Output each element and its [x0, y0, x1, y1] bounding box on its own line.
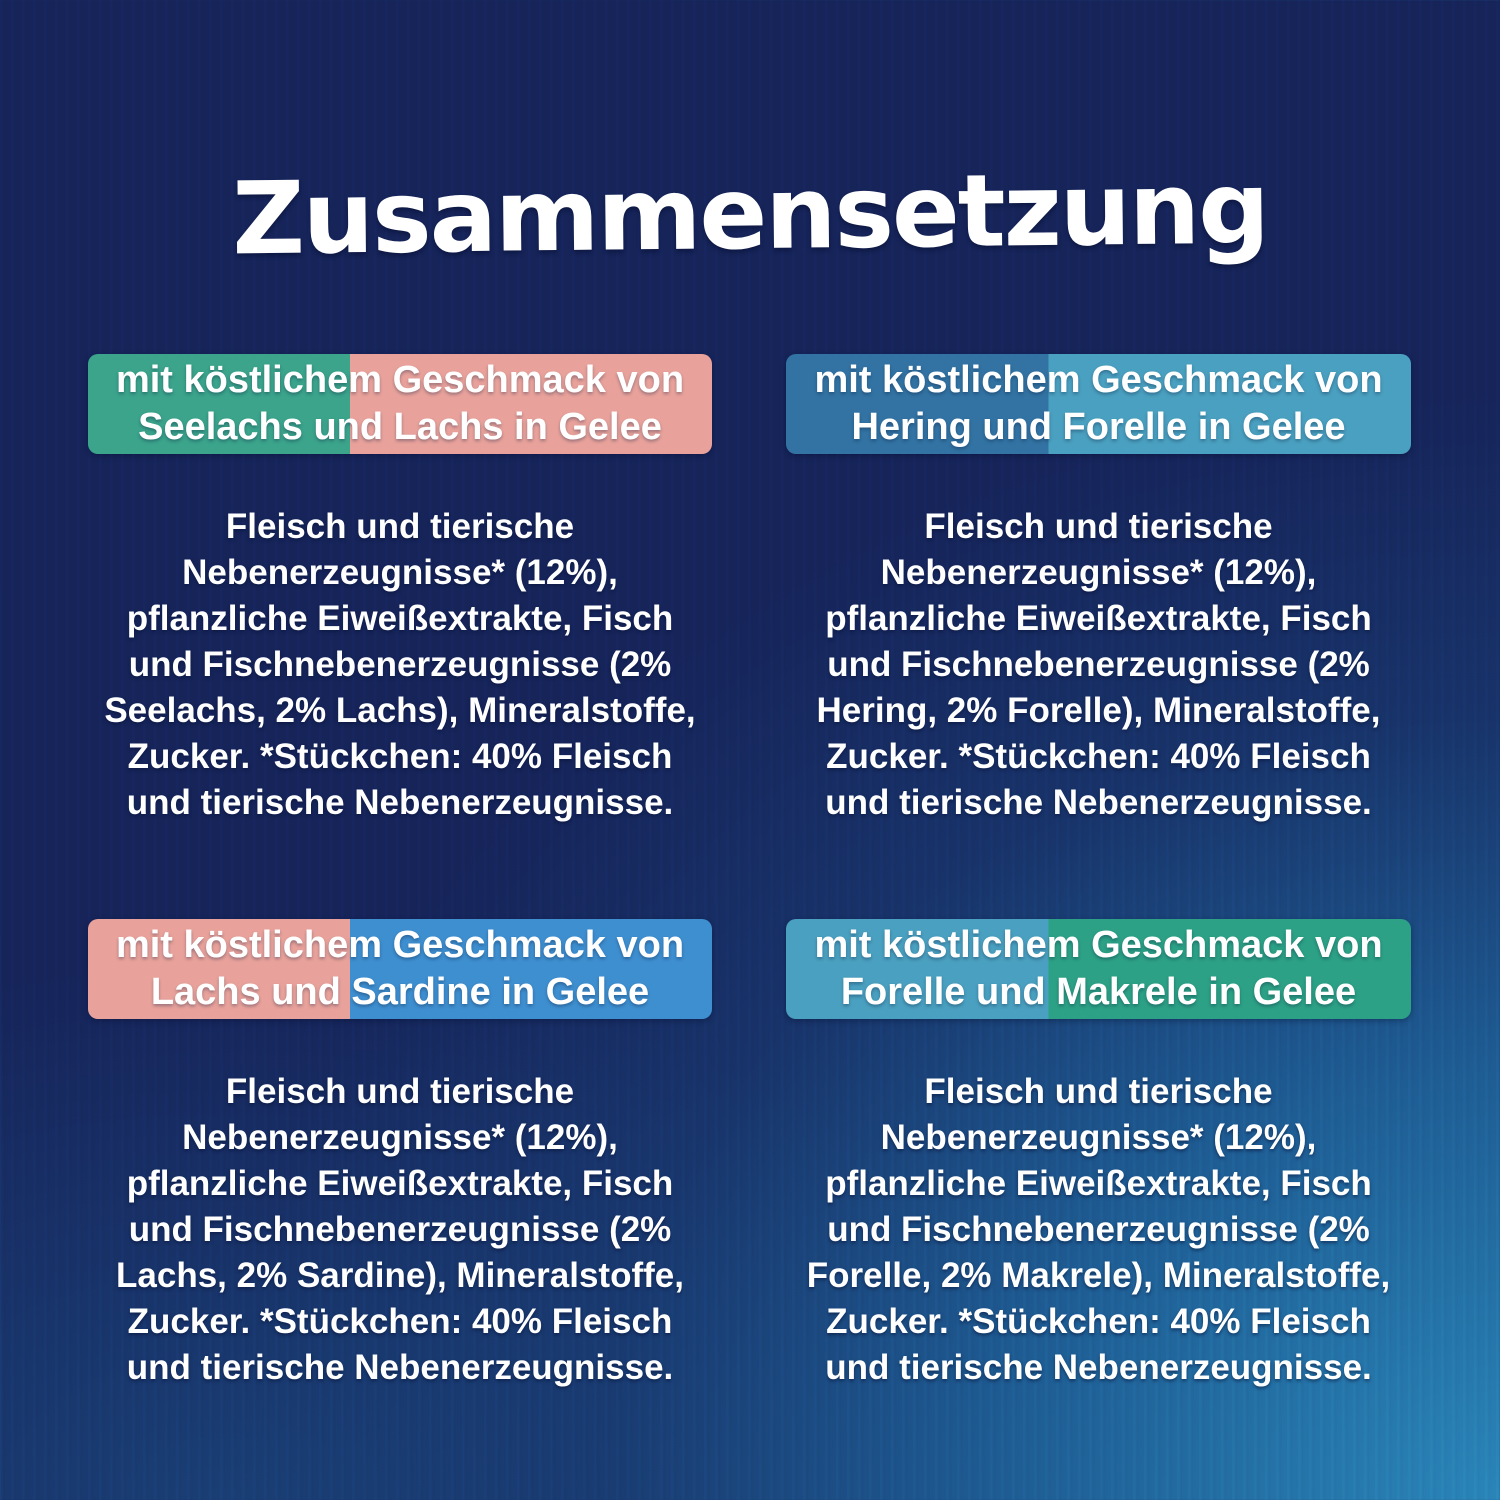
ingredients-line: und Fischnebenerzeugnisse (2%: [128, 645, 672, 684]
flavor-banner: mit köstlichem Geschmack von Forelle und…: [786, 919, 1411, 1019]
ingredients-line: pflanzliche Eiweißextrakte, Fisch: [126, 1164, 674, 1203]
ingredients-line: und tierische Nebenerzeugnisse.: [126, 783, 674, 822]
ingredients-line: Nebenerzeugnisse* (12%),: [182, 1118, 618, 1157]
ingredients-line: pflanzliche Eiweißextrakte, Fisch: [825, 1164, 1372, 1203]
ingredients-line: und tierische Nebenerzeugnisse.: [825, 1348, 1372, 1387]
composition-card-forelle-makrele: mit köstlichem Geschmack von Forelle und…: [786, 919, 1411, 1391]
flavor-banner-line2: Forelle und Makrele in Gelee: [840, 971, 1357, 1013]
ingredients-text: Fleisch und tierische Nebenerzeugnisse* …: [88, 1069, 712, 1391]
ingredients-line: Fleisch und tierische: [924, 1072, 1273, 1111]
flavor-banner-line1: mit köstlichem Geschmack von: [115, 924, 685, 966]
ingredients-line: und tierische Nebenerzeugnisse.: [126, 1348, 674, 1387]
flavor-banner: mit köstlichem Geschmack von Hering und …: [786, 354, 1411, 454]
page-title: Zusammensetzung: [231, 149, 1269, 278]
ingredients-line: Zucker. *Stückchen: 40% Fleisch: [826, 1302, 1371, 1341]
ingredients-line: Forelle, 2% Makrele), Mineralstoffe,: [806, 1256, 1391, 1295]
ingredients-line: und Fischnebenerzeugnisse (2%: [827, 645, 1370, 684]
ingredients-text: Fleisch und tierische Nebenerzeugnisse* …: [88, 504, 712, 826]
ingredients-text: Fleisch und tierische Nebenerzeugnisse* …: [786, 1069, 1411, 1391]
ingredients-line: Zucker. *Stückchen: 40% Fleisch: [826, 737, 1371, 776]
ingredients-line: Fleisch und tierische: [225, 1072, 575, 1111]
composition-card-lachs-sardine: mit köstlichem Geschmack von Lachs und S…: [88, 919, 712, 1391]
ingredients-line: und Fischnebenerzeugnisse (2%: [827, 1210, 1370, 1249]
composition-card-seelachs-lachs: mit köstlichem Geschmack von Seelachs un…: [88, 354, 712, 826]
ingredients-line: Nebenerzeugnisse* (12%),: [880, 1118, 1317, 1157]
ingredients-line: Fleisch und tierische: [924, 507, 1273, 546]
flavor-banner-line2: Hering und Forelle in Gelee: [851, 406, 1346, 448]
ingredients-line: Nebenerzeugnisse* (12%),: [880, 553, 1317, 592]
ingredients-line: Hering, 2% Forelle), Mineralstoffe,: [816, 691, 1381, 730]
flavor-banner-line2: Seelachs und Lachs in Gelee: [138, 406, 662, 448]
ingredients-text: Fleisch und tierische Nebenerzeugnisse* …: [786, 504, 1411, 826]
flavor-banner-line1: mit köstlichem Geschmack von: [814, 924, 1383, 966]
ingredients-line: pflanzliche Eiweißextrakte, Fisch: [126, 599, 674, 638]
ingredients-line: Lachs, 2% Sardine), Mineralstoffe,: [116, 1256, 684, 1295]
ingredients-line: Nebenerzeugnisse* (12%),: [182, 553, 618, 592]
ingredients-line: Fleisch und tierische: [225, 507, 575, 546]
ingredients-line: und tierische Nebenerzeugnisse.: [825, 783, 1372, 822]
composition-card-hering-forelle: mit köstlichem Geschmack von Hering und …: [786, 354, 1411, 826]
ingredients-line: Zucker. *Stückchen: 40% Fleisch: [127, 737, 673, 776]
flavor-banner-line1: mit köstlichem Geschmack von: [115, 359, 685, 401]
flavor-banner-line1: mit köstlichem Geschmack von: [814, 359, 1383, 401]
flavor-banner: mit köstlichem Geschmack von Lachs und S…: [88, 919, 712, 1019]
ingredients-line: und Fischnebenerzeugnisse (2%: [128, 1210, 672, 1249]
ingredients-line: pflanzliche Eiweißextrakte, Fisch: [825, 599, 1372, 638]
ingredients-line: Zucker. *Stückchen: 40% Fleisch: [127, 1302, 673, 1341]
ingredients-line: Seelachs, 2% Lachs), Mineralstoffe,: [104, 691, 696, 730]
flavor-banner: mit köstlichem Geschmack von Seelachs un…: [88, 354, 712, 454]
flavor-banner-line2: Lachs und Sardine in Gelee: [150, 971, 650, 1013]
